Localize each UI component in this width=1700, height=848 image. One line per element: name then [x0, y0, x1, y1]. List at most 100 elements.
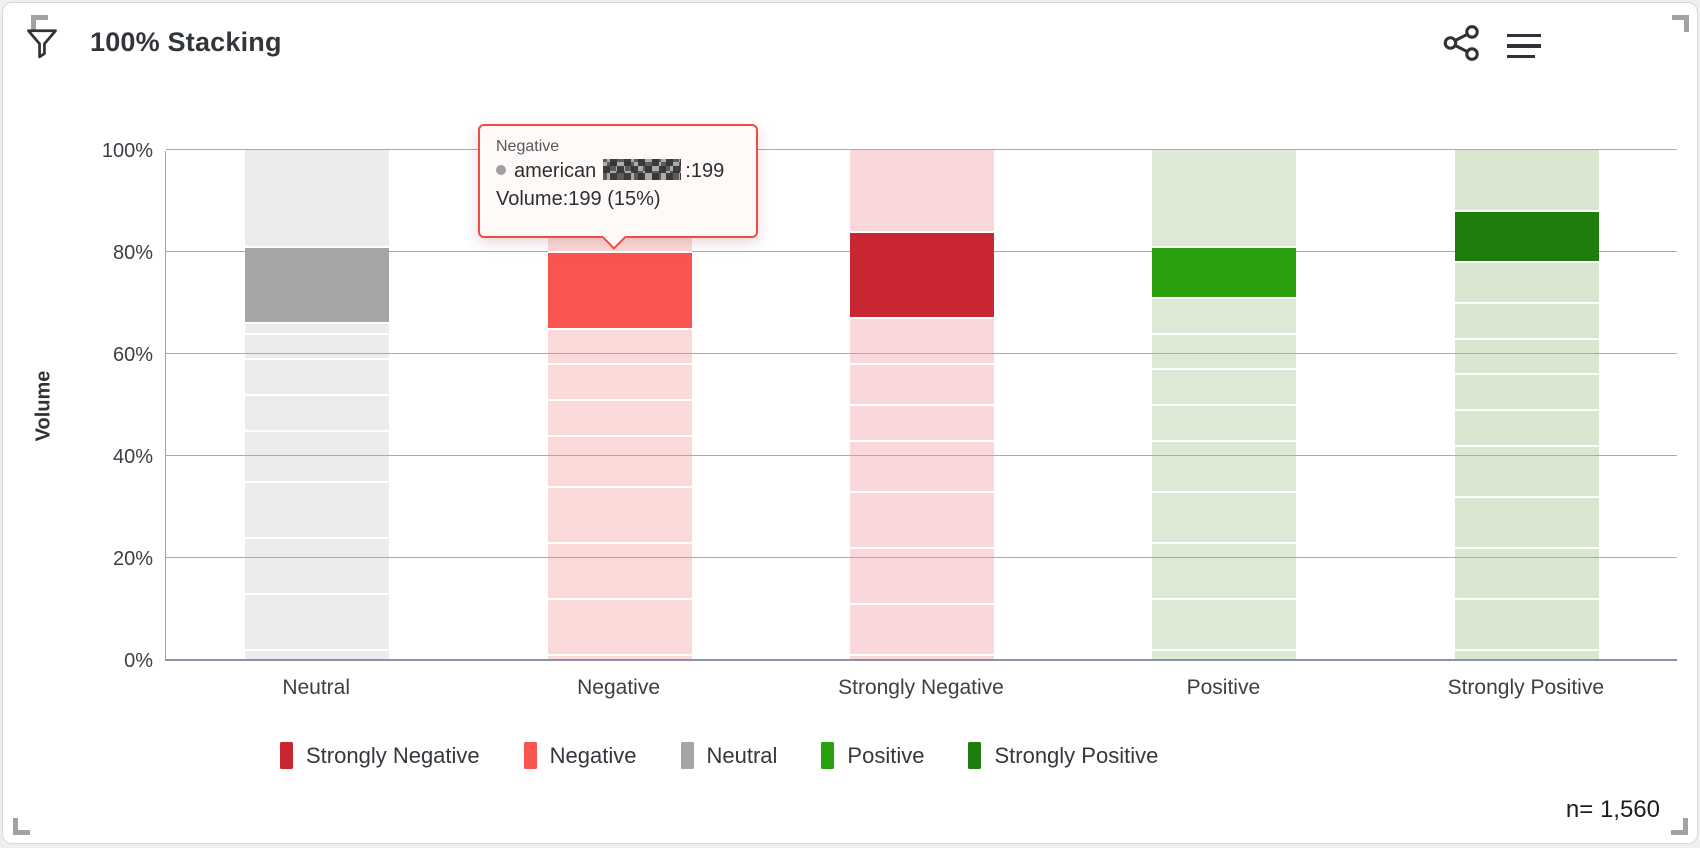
- stacked-segment[interactable]: [245, 592, 390, 649]
- stacked-segment[interactable]: [1454, 409, 1599, 445]
- stacked-segment[interactable]: [547, 327, 692, 364]
- legend-swatch-icon: [968, 742, 982, 769]
- highlighted-segment[interactable]: [547, 251, 692, 328]
- highlighted-segment[interactable]: [1152, 245, 1297, 297]
- legend-label: Strongly Positive: [994, 742, 1159, 768]
- stacked-segment[interactable]: [850, 317, 994, 364]
- bar-strongly-negative[interactable]: [850, 149, 994, 659]
- y-tick-label: 40%: [112, 446, 153, 468]
- bar-positive[interactable]: [1152, 149, 1297, 659]
- legend-item-neutral[interactable]: Neutral: [680, 742, 778, 769]
- bar-strongly-positive[interactable]: [1454, 149, 1599, 659]
- legend-item-strongly-positive[interactable]: Strongly Positive: [968, 742, 1158, 769]
- stacked-segment[interactable]: [245, 648, 390, 659]
- stacked-segment[interactable]: [850, 439, 994, 491]
- stacked-segment[interactable]: [547, 597, 692, 654]
- tooltip-volume: Volume:199 (15%): [496, 188, 661, 210]
- stacked-segment[interactable]: [1152, 404, 1297, 440]
- stacked-segment[interactable]: [1454, 597, 1599, 649]
- selection-corner-bottom-right: [1671, 818, 1688, 835]
- chart-tooltip: Negative american :199 Volume:199 (15%): [478, 124, 758, 250]
- stacked-segment[interactable]: [1454, 444, 1599, 496]
- legend-label: Neutral: [706, 742, 778, 768]
- y-tick-label: 20%: [112, 548, 153, 570]
- y-tick-label: 100%: [101, 140, 153, 162]
- stacked-segment[interactable]: [547, 398, 692, 435]
- gridline-60: [166, 352, 1677, 354]
- stacked-segment[interactable]: [1454, 495, 1599, 547]
- stacked-segment[interactable]: [850, 602, 994, 654]
- stacked-segment[interactable]: [1454, 149, 1599, 211]
- stacked-segment[interactable]: [1152, 597, 1297, 649]
- stacked-segment[interactable]: [1454, 302, 1599, 338]
- x-axis-label: Positive: [1186, 676, 1261, 699]
- tooltip-series-name: american: [514, 160, 597, 182]
- bar-neutral[interactable]: [245, 149, 390, 659]
- chart-title: 100% Stacking: [90, 27, 282, 57]
- stacked-segment[interactable]: [245, 149, 390, 246]
- stacked-segment[interactable]: [245, 358, 390, 394]
- stacked-segment[interactable]: [245, 322, 390, 333]
- stacked-segment[interactable]: [1152, 648, 1297, 659]
- highlighted-segment[interactable]: [850, 230, 994, 318]
- stacked-segment[interactable]: [1454, 546, 1599, 598]
- stacked-segment[interactable]: [1454, 261, 1599, 302]
- stacked-segment[interactable]: [1152, 368, 1297, 404]
- stacked-segment[interactable]: [850, 490, 994, 547]
- stacked-segment[interactable]: [1152, 296, 1297, 333]
- stacked-segment[interactable]: [1454, 373, 1599, 410]
- gridline-100: [166, 148, 1677, 150]
- stacked-segment[interactable]: [1152, 541, 1297, 598]
- stacked-segment[interactable]: [1152, 439, 1297, 491]
- legend-item-negative[interactable]: Negative: [523, 742, 637, 769]
- tooltip-series-value: :199: [685, 160, 725, 182]
- legend-swatch-icon: [280, 742, 293, 769]
- x-axis-label: Neutral: [282, 676, 351, 699]
- filter-icon: [23, 29, 61, 65]
- stacked-segment[interactable]: [245, 393, 390, 430]
- share-icon: [1442, 25, 1482, 65]
- stacked-segment[interactable]: [1152, 332, 1297, 369]
- stacked-segment[interactable]: [547, 653, 692, 659]
- stacked-segment[interactable]: [547, 363, 692, 399]
- stacked-segment[interactable]: [547, 485, 692, 542]
- stacked-segment[interactable]: [1454, 648, 1599, 659]
- filter-button[interactable]: [22, 24, 62, 64]
- tooltip-series-bullet-icon: [496, 165, 506, 175]
- stacked-segment[interactable]: [245, 536, 390, 593]
- stacked-segment[interactable]: [1152, 149, 1297, 246]
- legend-item-positive[interactable]: Positive: [821, 742, 924, 769]
- stacked-segment[interactable]: [850, 546, 994, 603]
- gridline-20: [166, 556, 1677, 558]
- stacked-segment[interactable]: [850, 363, 994, 404]
- y-tick-label: 80%: [112, 242, 153, 264]
- stacked-segment[interactable]: [547, 434, 692, 486]
- highlighted-segment[interactable]: [1454, 210, 1599, 262]
- tooltip-category: Negative: [496, 138, 560, 155]
- stacked-segment[interactable]: [850, 404, 994, 440]
- selection-corner-top-left: [31, 15, 48, 32]
- y-axis-title: Volume: [32, 370, 55, 442]
- menu-icon: [1504, 33, 1544, 59]
- x-axis-label: Strongly Negative: [838, 676, 1004, 699]
- legend-swatch-icon: [680, 742, 694, 769]
- share-button[interactable]: [1441, 24, 1483, 64]
- legend-swatch-icon: [523, 742, 537, 769]
- stacked-segment[interactable]: [1454, 337, 1599, 374]
- stacked-segment[interactable]: [245, 332, 390, 359]
- stacked-segment[interactable]: [547, 541, 692, 598]
- legend-item-strongly-negative[interactable]: Strongly Negative: [280, 742, 480, 769]
- stacked-segment[interactable]: [850, 653, 994, 659]
- highlighted-segment[interactable]: [245, 245, 390, 323]
- stacked-segment[interactable]: [1152, 490, 1297, 542]
- selection-corner-top-right: [1672, 15, 1689, 32]
- menu-button[interactable]: [1504, 26, 1544, 64]
- gridline-40: [166, 454, 1677, 456]
- legend-label: Negative: [549, 742, 637, 768]
- stacked-segment[interactable]: [245, 480, 390, 537]
- legend-label: Positive: [847, 742, 925, 768]
- y-tick-label: 0%: [124, 650, 153, 672]
- legend: Strongly Negative Negative Neutral Positive…: [280, 742, 1158, 769]
- stacked-segment[interactable]: [850, 149, 994, 231]
- x-axis-label: Negative: [577, 676, 661, 699]
